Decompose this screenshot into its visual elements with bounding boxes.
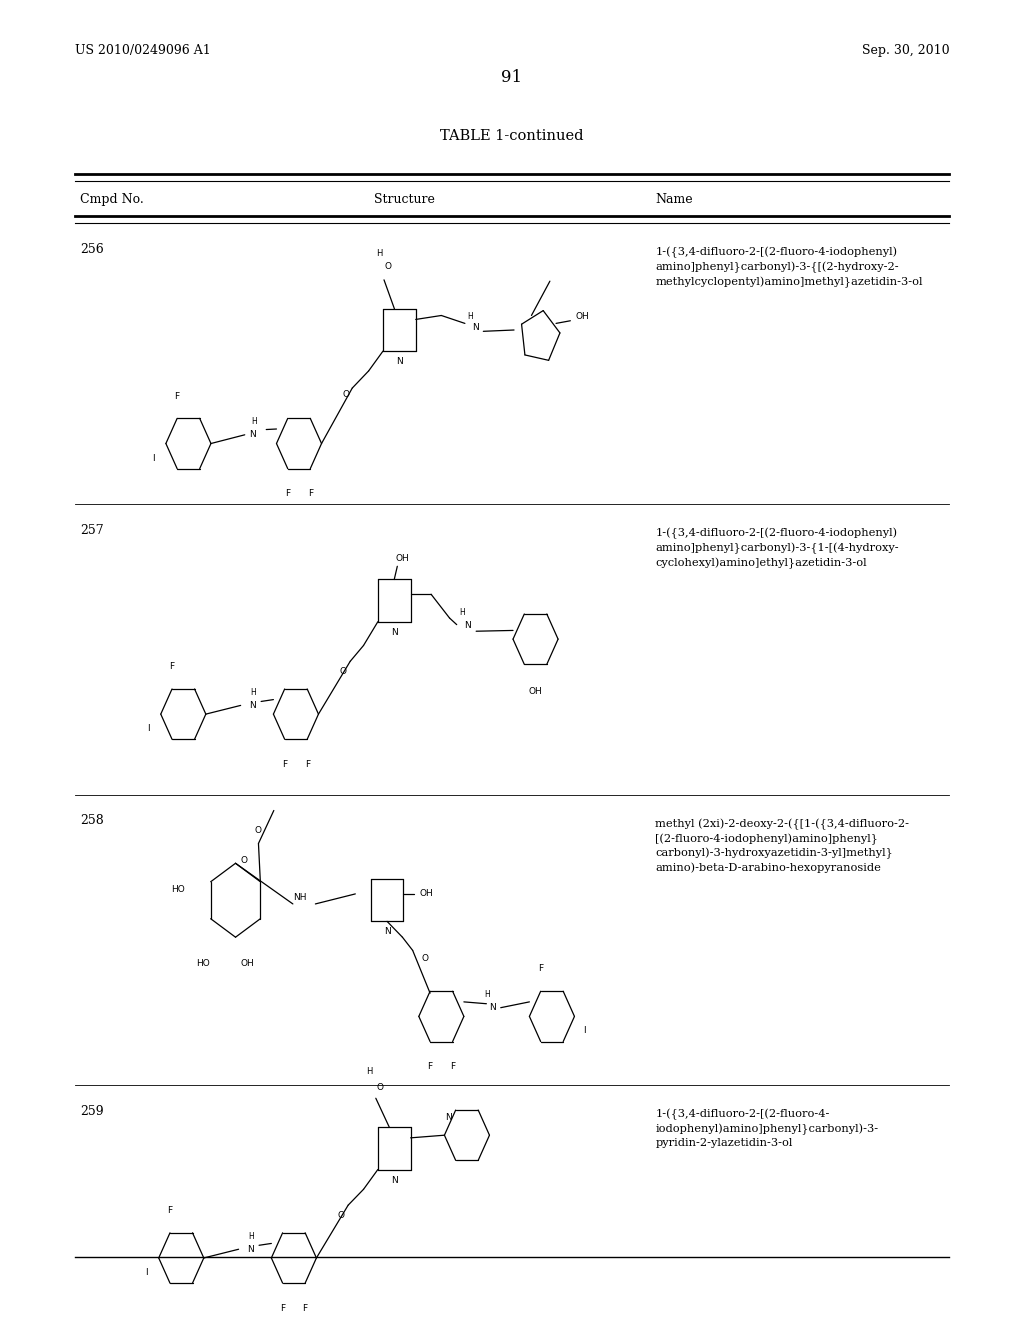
Text: O: O	[422, 954, 428, 962]
Text: methyl (2xi)-2-deoxy-2-({[1-({3,4-difluoro-2-
[(2-fluoro-4-iodophenyl)amino]phen: methyl (2xi)-2-deoxy-2-({[1-({3,4-difluo…	[655, 818, 909, 874]
Text: 256: 256	[80, 243, 103, 256]
Text: 257: 257	[80, 524, 103, 537]
Text: F: F	[302, 1304, 308, 1312]
Text: N: N	[391, 628, 397, 636]
Text: H: H	[467, 313, 473, 321]
Text: F: F	[167, 1206, 173, 1214]
Text: Structure: Structure	[374, 193, 435, 206]
Text: 1-({3,4-difluoro-2-[(2-fluoro-4-iodophenyl)
amino]phenyl}carbonyl)-3-{1-[(4-hydr: 1-({3,4-difluoro-2-[(2-fluoro-4-iodophen…	[655, 528, 899, 569]
Text: O: O	[340, 668, 346, 676]
Text: Sep. 30, 2010: Sep. 30, 2010	[861, 44, 949, 57]
Text: N: N	[250, 701, 256, 710]
Text: H: H	[367, 1068, 373, 1076]
Text: 91: 91	[502, 69, 522, 86]
Text: OH: OH	[528, 688, 543, 697]
Text: F: F	[285, 490, 291, 498]
Text: O: O	[377, 1084, 383, 1092]
Text: F: F	[450, 1063, 456, 1071]
Text: 1-({3,4-difluoro-2-[(2-fluoro-4-iodophenyl)
amino]phenyl}carbonyl)-3-{[(2-hydrox: 1-({3,4-difluoro-2-[(2-fluoro-4-iodophen…	[655, 247, 923, 288]
Text: H: H	[484, 990, 490, 999]
Text: OH: OH	[395, 554, 410, 562]
Text: F: F	[169, 663, 175, 671]
Text: F: F	[427, 1063, 433, 1071]
Text: 1-({3,4-difluoro-2-[(2-fluoro-4-
iodophenyl)amino]phenyl}carbonyl)-3-
pyridin-2-: 1-({3,4-difluoro-2-[(2-fluoro-4- iodophe…	[655, 1109, 879, 1148]
Text: H: H	[376, 249, 382, 257]
Text: N: N	[489, 1003, 496, 1012]
Text: H: H	[248, 1232, 254, 1241]
Text: F: F	[282, 760, 288, 768]
Text: N: N	[248, 1245, 254, 1254]
Text: OH: OH	[575, 313, 590, 321]
Text: 259: 259	[80, 1105, 103, 1118]
Text: OH: OH	[240, 960, 254, 968]
Text: NH: NH	[293, 892, 307, 902]
Text: H: H	[250, 688, 256, 697]
Text: O: O	[343, 391, 349, 399]
Text: H: H	[251, 417, 257, 426]
Text: OH: OH	[419, 890, 433, 899]
Text: Cmpd No.: Cmpd No.	[80, 193, 143, 206]
Text: HO: HO	[171, 884, 185, 894]
Text: I: I	[584, 1027, 586, 1035]
Text: O: O	[385, 263, 391, 271]
Text: F: F	[174, 392, 180, 400]
Text: N: N	[250, 430, 256, 440]
Text: TABLE 1-continued: TABLE 1-continued	[440, 129, 584, 144]
Text: 258: 258	[80, 814, 103, 828]
Text: N: N	[445, 1113, 453, 1122]
Text: I: I	[147, 725, 150, 733]
Text: US 2010/0249096 A1: US 2010/0249096 A1	[75, 44, 211, 57]
Text: O: O	[255, 826, 262, 834]
Text: N: N	[396, 358, 402, 366]
Text: F: F	[280, 1304, 286, 1312]
Text: N: N	[384, 928, 390, 936]
Text: Name: Name	[655, 193, 693, 206]
Text: N: N	[472, 323, 478, 331]
Text: O: O	[241, 855, 248, 865]
Text: N: N	[465, 622, 471, 631]
Text: F: F	[307, 490, 313, 498]
Text: F: F	[304, 760, 310, 768]
Text: O: O	[338, 1212, 344, 1220]
Text: F: F	[538, 965, 544, 973]
Text: N: N	[391, 1176, 397, 1184]
Text: HO: HO	[196, 960, 210, 968]
Text: H: H	[459, 609, 465, 618]
Text: I: I	[153, 454, 155, 462]
Text: I: I	[145, 1269, 147, 1276]
